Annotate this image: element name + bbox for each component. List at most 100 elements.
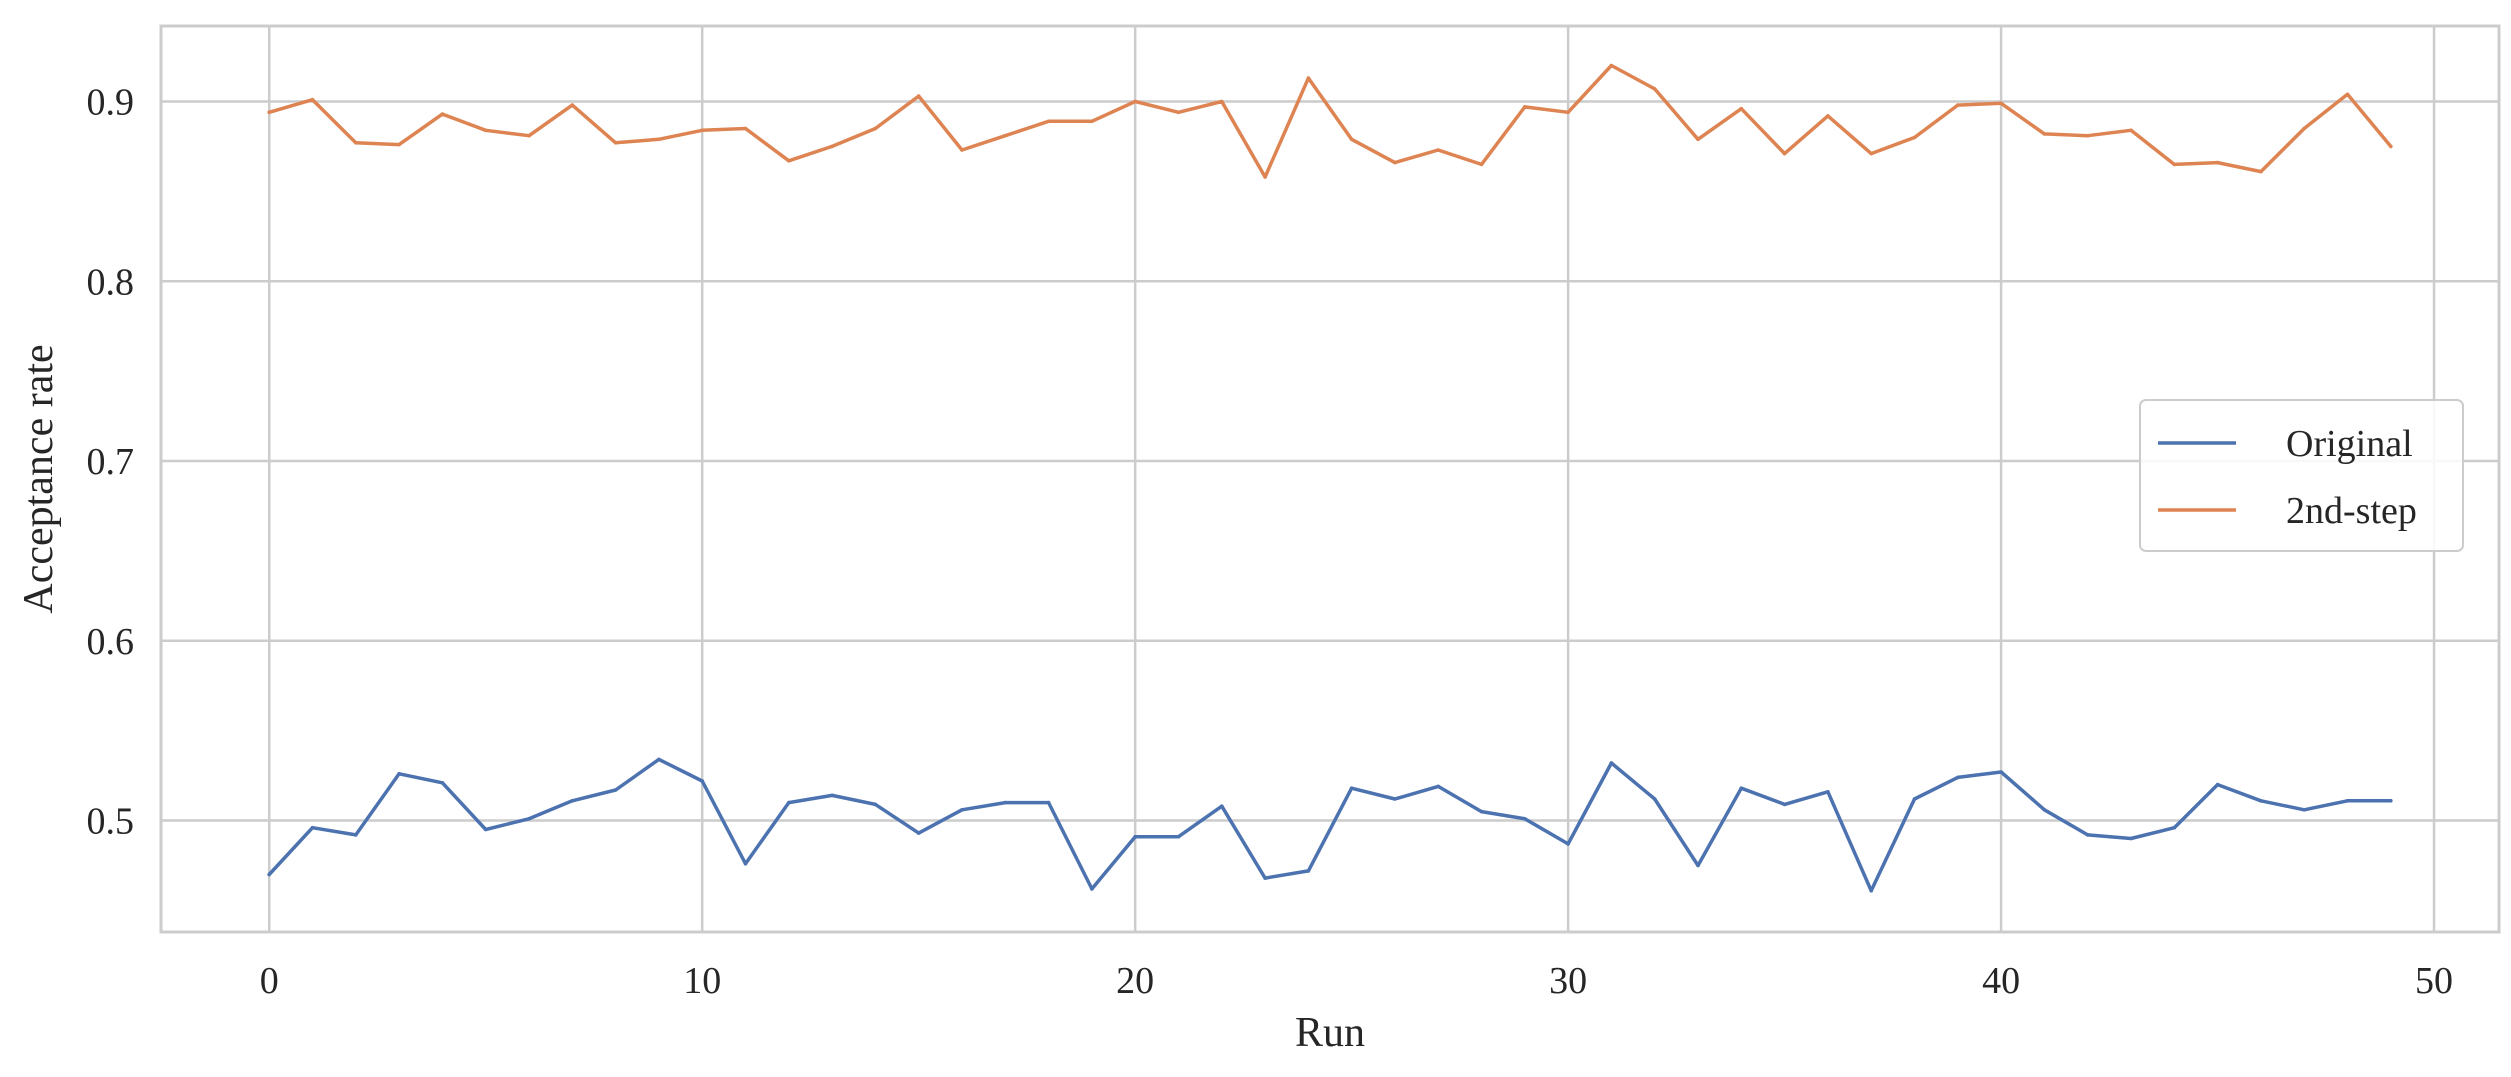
data-point-2nd-step xyxy=(1090,119,1094,124)
data-point-original xyxy=(960,808,964,812)
data-point-2nd-step xyxy=(483,128,488,133)
data-point-original xyxy=(873,802,878,807)
data-point-original xyxy=(267,872,272,877)
series-2nd-step xyxy=(267,63,2393,179)
data-point-2nd-step xyxy=(2259,169,2263,174)
data-point-2nd-step xyxy=(916,94,921,98)
data-point-2nd-step xyxy=(787,159,791,163)
data-point-2nd-step xyxy=(1652,87,1657,91)
x-tick-label: 30 xyxy=(1549,960,1587,1002)
x-axis-label: Run xyxy=(1295,1010,1365,1056)
data-point-original xyxy=(397,772,401,776)
data-point-original xyxy=(1956,775,1960,780)
data-point-original xyxy=(787,800,791,805)
data-point-2nd-step xyxy=(1912,135,1917,140)
data-point-2nd-step xyxy=(1696,137,1700,142)
y-axis-label: Acceptance rate xyxy=(16,344,62,613)
data-point-original xyxy=(1782,802,1787,807)
data-point-original xyxy=(1133,834,1137,839)
data-point-2nd-step xyxy=(1393,160,1397,165)
data-point-original xyxy=(613,788,618,792)
data-point-2nd-step xyxy=(2129,128,2133,133)
x-tick-label: 10 xyxy=(683,960,721,1002)
data-point-2nd-step xyxy=(1349,137,1354,142)
data-point-original xyxy=(1739,786,1744,790)
data-point-2nd-step xyxy=(960,148,964,152)
data-point-2nd-step xyxy=(267,110,272,115)
data-point-2nd-step xyxy=(2345,92,2350,97)
ticks: 0 10 20 30 40 50 0.5 0.6 0.7 0.8 0.9 xyxy=(87,82,2454,1003)
data-point-2nd-step xyxy=(700,128,704,133)
data-point-2nd-step xyxy=(570,103,575,107)
data-point-original xyxy=(354,833,358,837)
data-point-2nd-step xyxy=(830,144,834,149)
data-point-original xyxy=(2172,825,2177,830)
y-tick-label: 0.9 xyxy=(87,82,135,124)
data-point-original xyxy=(1349,786,1354,790)
data-point-original xyxy=(1869,888,1873,893)
data-point-original xyxy=(916,831,921,835)
data-point-original xyxy=(1436,784,1440,789)
data-point-original xyxy=(2389,799,2393,803)
data-point-2nd-step xyxy=(657,137,661,142)
data-point-2nd-step xyxy=(613,141,618,145)
data-point-original xyxy=(310,825,315,830)
data-point-original xyxy=(657,757,661,762)
data-point-original xyxy=(527,817,531,821)
data-point-2nd-step xyxy=(1782,151,1787,156)
data-point-2nd-step xyxy=(1133,99,1137,104)
data-point-2nd-step xyxy=(1479,162,1484,167)
data-point-2nd-step xyxy=(1869,151,1873,156)
data-point-2nd-step xyxy=(1739,106,1744,111)
data-point-original xyxy=(2215,782,2220,787)
data-point-original xyxy=(830,793,834,798)
series-layer xyxy=(267,63,2393,893)
data-point-original xyxy=(1306,869,1311,873)
data-point-2nd-step xyxy=(743,126,748,131)
data-point-2nd-step xyxy=(397,142,401,147)
data-point-2nd-step xyxy=(1306,76,1311,80)
data-point-2nd-step xyxy=(1609,63,1614,68)
data-point-2nd-step xyxy=(2389,144,2393,149)
data-point-original xyxy=(1999,770,2003,774)
data-point-2nd-step xyxy=(1003,133,1008,138)
data-point-original xyxy=(2085,833,2090,837)
data-point-2nd-step xyxy=(1263,175,1267,179)
data-point-2nd-step xyxy=(2172,162,2177,167)
data-point-original xyxy=(2129,836,2133,841)
data-point-2nd-step xyxy=(527,133,531,138)
data-point-original xyxy=(1912,797,1917,801)
data-point-original xyxy=(570,799,575,803)
data-point-original xyxy=(440,781,445,785)
data-point-original xyxy=(1652,797,1657,801)
data-point-2nd-step xyxy=(1436,148,1440,152)
data-point-original xyxy=(1479,809,1484,814)
y-tick-label: 0.6 xyxy=(87,621,135,663)
data-point-2nd-step xyxy=(2085,133,2090,138)
data-point-2nd-step xyxy=(1176,110,1181,115)
data-point-2nd-step xyxy=(2215,160,2220,165)
legend-label-2nd-step: 2nd-step xyxy=(2286,490,2417,532)
data-point-original xyxy=(1220,804,1224,808)
data-point-original xyxy=(1176,834,1181,839)
data-point-original xyxy=(2042,808,2047,812)
data-point-original xyxy=(1003,800,1008,805)
data-point-original xyxy=(1263,876,1267,880)
data-point-original xyxy=(1826,790,1830,794)
y-tick-label: 0.5 xyxy=(87,801,135,843)
data-point-2nd-step xyxy=(1566,110,1570,115)
data-point-original xyxy=(1609,761,1614,765)
data-point-2nd-step xyxy=(873,126,878,131)
data-point-original xyxy=(1696,863,1700,868)
data-point-2nd-step xyxy=(354,141,358,145)
legend-box xyxy=(2139,399,2464,552)
y-tick-label: 0.8 xyxy=(87,261,135,303)
series-original xyxy=(267,757,2393,893)
data-point-2nd-step xyxy=(1826,114,1830,118)
plot-frame xyxy=(159,24,2501,934)
data-point-original xyxy=(1046,800,1051,805)
x-tick-label: 40 xyxy=(1982,960,2020,1002)
legend-label-original: Original xyxy=(2286,423,2413,465)
y-tick-label: 0.7 xyxy=(87,441,135,483)
